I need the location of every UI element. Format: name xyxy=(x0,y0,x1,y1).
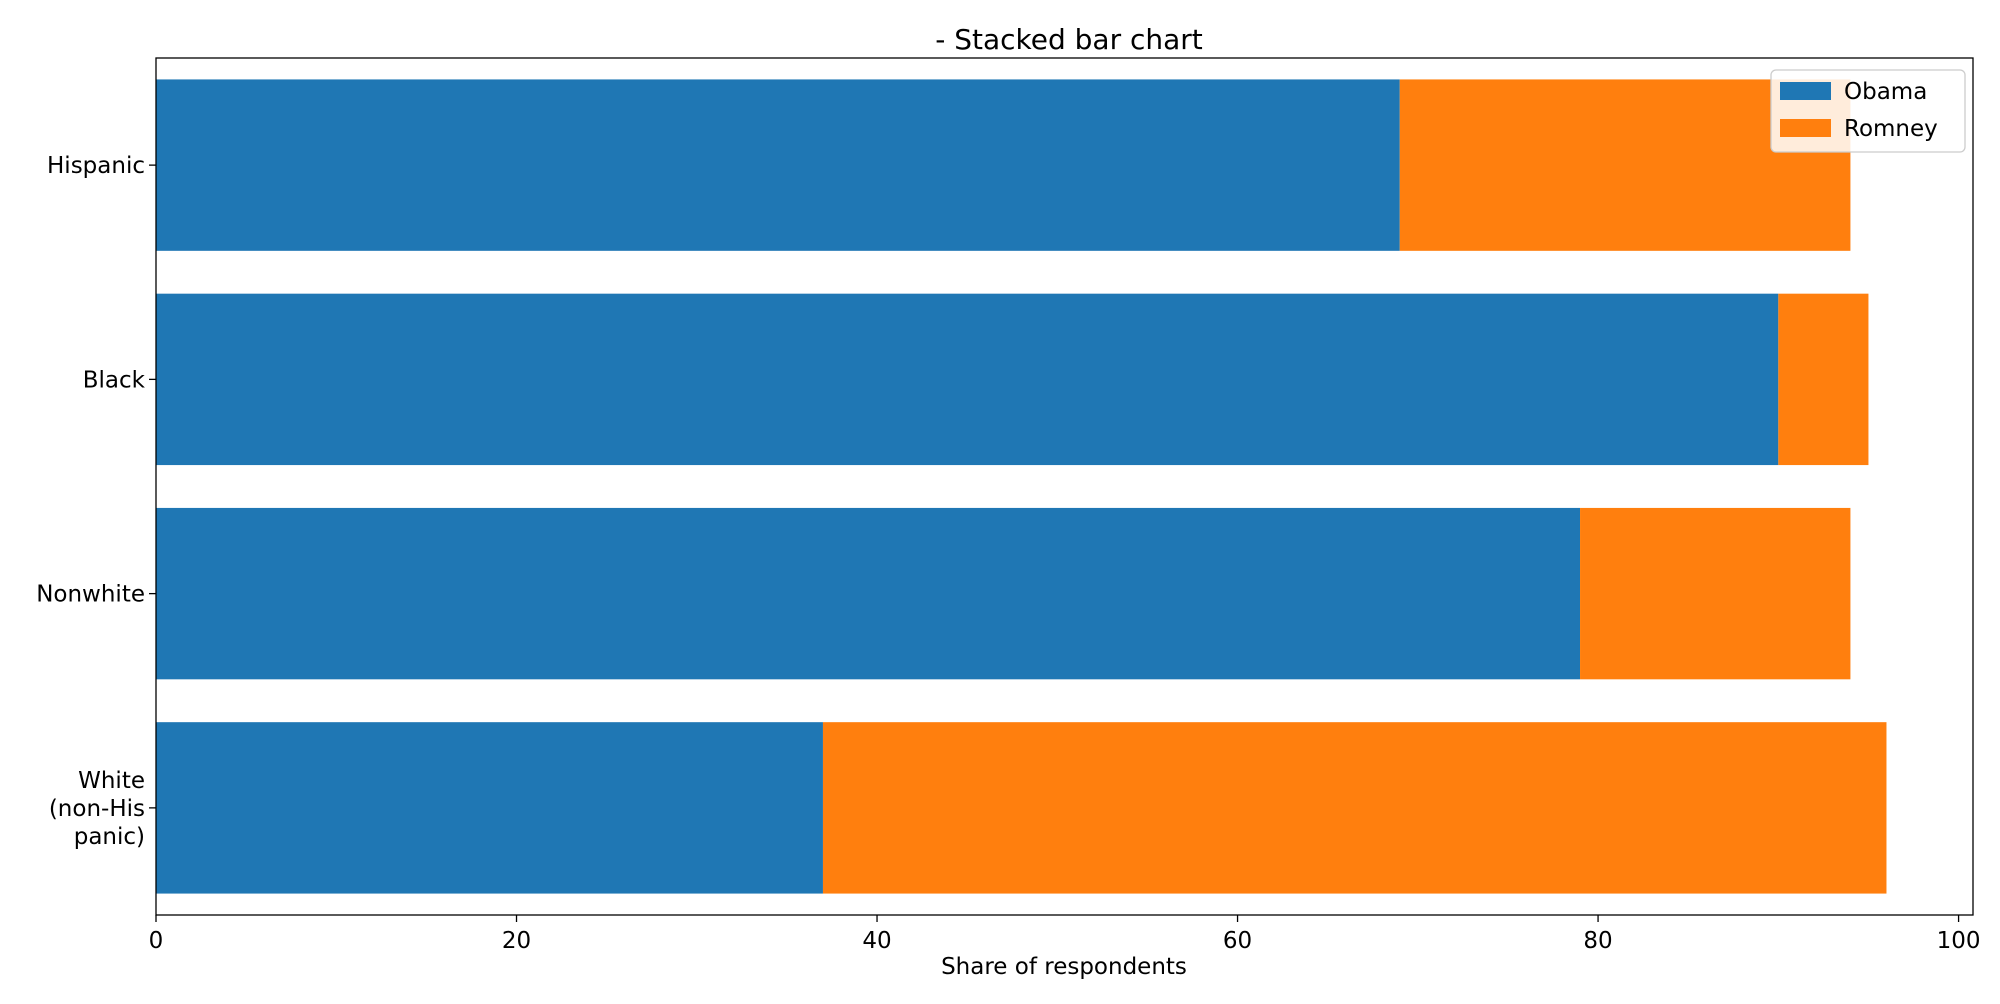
y-axis: White(non-Hispanic) Nonwhite Black Hispanic xyxy=(36,153,156,850)
x-tick-label: 60 xyxy=(1223,928,1252,954)
y-tick-label: panic) xyxy=(74,824,145,850)
x-tick-label: 100 xyxy=(1937,928,1981,954)
plot-frame xyxy=(155,57,1974,916)
bar-romney-2 xyxy=(1778,293,1869,466)
bar-romney-1 xyxy=(1580,507,1851,680)
legend-swatch-romney xyxy=(1780,119,1831,137)
chart-title: - Stacked bar chart xyxy=(935,23,1203,56)
bar-romney-0 xyxy=(822,722,1887,894)
x-tick-label: 0 xyxy=(149,928,164,954)
y-tick-label: Hispanic xyxy=(47,153,145,179)
legend-label-obama: Obama xyxy=(1844,79,1927,105)
y-tick-label: White xyxy=(78,768,145,794)
bar-obama-0 xyxy=(156,722,823,894)
x-tick-label: 20 xyxy=(502,928,531,954)
x-tick-label: 40 xyxy=(862,928,891,954)
legend: Obama Romney xyxy=(1770,69,1966,153)
x-axis-label: Share of respondents xyxy=(941,954,1187,980)
bar-obama-2 xyxy=(156,293,1779,466)
bar-obama-3 xyxy=(156,79,1400,251)
y-tick-label: Nonwhite xyxy=(36,582,145,608)
x-axis: 0 20 40 60 80 100 xyxy=(149,915,1981,954)
bar-obama-1 xyxy=(156,507,1581,680)
y-tick-label: Black xyxy=(83,367,146,393)
legend-label-romney: Romney xyxy=(1844,116,1938,142)
y-tick-label: (non-His xyxy=(49,796,145,822)
x-tick-label: 80 xyxy=(1583,928,1612,954)
bars-group xyxy=(156,79,1887,894)
legend-swatch-obama xyxy=(1780,82,1831,100)
